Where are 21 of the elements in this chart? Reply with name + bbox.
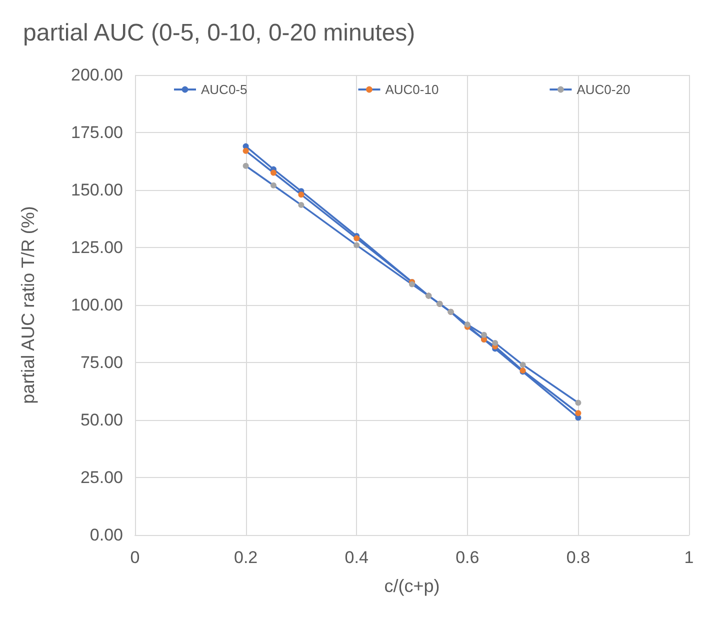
x-tick-label: 0.8 — [566, 548, 590, 567]
x-tick-label: 1 — [684, 548, 694, 567]
legend-label: AUC0-5 — [201, 82, 248, 97]
y-tick-label: 125.00 — [71, 238, 123, 257]
y-tick-label: 25.00 — [80, 468, 123, 487]
y-tick-label: 75.00 — [80, 353, 123, 372]
legend-label: AUC0-20 — [576, 82, 630, 97]
x-tick-label: 0 — [130, 548, 140, 567]
chart-title: partial AUC (0-5, 0-10, 0-20 minutes) — [23, 20, 416, 46]
y-tick-label: 0.00 — [90, 526, 123, 544]
x-tick-label: 0.6 — [456, 548, 480, 567]
x-axis-title: c/(c+p) — [384, 576, 440, 596]
y-tick-label: 100.00 — [71, 296, 123, 314]
y-tick-label: 150.00 — [71, 180, 123, 200]
y-axis-title: partial AUC ratio T/R (%) — [18, 206, 38, 404]
legend-label: AUC0-10 — [385, 82, 439, 97]
y-tick-label: 200.00 — [71, 66, 123, 84]
x-tick-label: 0.2 — [234, 548, 258, 567]
y-tick-label: 175.00 — [71, 123, 123, 142]
y-tick-label: 50.00 — [80, 410, 123, 430]
x-tick-label: 0.4 — [344, 548, 368, 567]
